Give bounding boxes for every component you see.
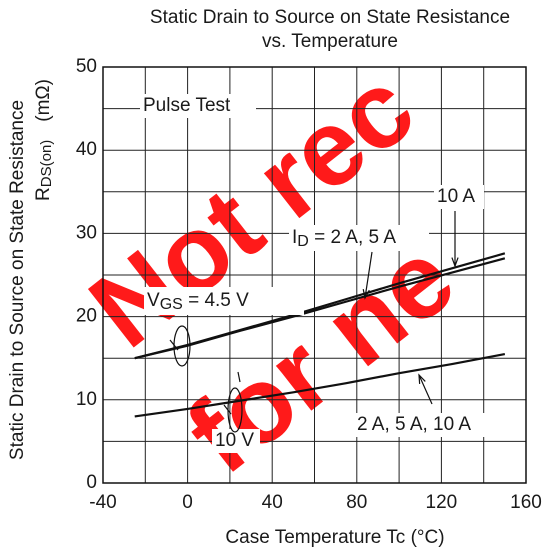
y-tick-label: 40 bbox=[76, 139, 97, 160]
leader-arrow bbox=[362, 289, 370, 300]
y-tick-label: 20 bbox=[76, 306, 97, 327]
y-tick-label: 30 bbox=[76, 222, 97, 243]
gate-marker-arrow bbox=[169, 339, 179, 351]
annotation: VGS = 4.5 V bbox=[147, 290, 249, 313]
leader-line bbox=[364, 251, 373, 299]
annotation-part: GS bbox=[160, 296, 183, 313]
annotation-part: = 4.5 V bbox=[183, 290, 249, 311]
label-bg bbox=[140, 94, 256, 118]
x-tick-label: 40 bbox=[262, 492, 283, 513]
leader-line bbox=[418, 374, 433, 405]
leader-arrow bbox=[418, 373, 426, 385]
annotation-part: V bbox=[147, 290, 160, 311]
x-tick-label: 80 bbox=[346, 492, 367, 513]
y-tick-label: 50 bbox=[76, 56, 97, 77]
plot-frame bbox=[102, 66, 527, 484]
label-bg bbox=[289, 225, 429, 251]
annotation-part: I bbox=[292, 227, 297, 248]
chart-title: Static Drain to Source on State Resistan… bbox=[150, 7, 510, 28]
annotation: Pulse Test bbox=[143, 95, 231, 116]
annotation: 10 A bbox=[437, 186, 475, 207]
gate-marker-tick bbox=[237, 371, 241, 383]
label-bg bbox=[144, 287, 304, 315]
annotation-part: D bbox=[297, 233, 309, 250]
y-label-part: DS(on) bbox=[38, 140, 55, 188]
x-axis-label: Case Temperature Tc (°C) bbox=[225, 527, 444, 548]
x-tick-label: 160 bbox=[510, 492, 542, 513]
annotation: 2 A, 5 A, 10 A bbox=[357, 414, 471, 435]
annotation: ID = 2 A, 5 A bbox=[292, 227, 396, 250]
y-label-part: R bbox=[33, 187, 54, 201]
y-axis-label: Static Drain to Source on State Resistan… bbox=[7, 100, 28, 460]
gate-marker-arrow bbox=[223, 404, 232, 415]
label-bg bbox=[212, 429, 260, 453]
label-bg bbox=[434, 185, 484, 209]
chart-title: vs. Temperature bbox=[262, 31, 398, 52]
x-tick-label: 0 bbox=[182, 492, 193, 513]
gate-marker bbox=[173, 325, 191, 367]
leader-arrow bbox=[451, 257, 459, 268]
y-tick-label: 0 bbox=[86, 472, 97, 493]
series-line bbox=[134, 352, 506, 418]
series-line bbox=[134, 257, 506, 360]
annotation: 10 V bbox=[215, 430, 254, 451]
y-axis-label: RDS(on) (mΩ) bbox=[33, 79, 55, 201]
label-bg bbox=[354, 413, 504, 437]
y-tick-label: 10 bbox=[76, 389, 97, 410]
annotation-part: = 2 A, 5 A bbox=[309, 227, 396, 248]
x-tick-label: 120 bbox=[426, 492, 458, 513]
y-label-part: (mΩ) bbox=[33, 79, 54, 122]
x-tick-label: -40 bbox=[89, 492, 116, 513]
